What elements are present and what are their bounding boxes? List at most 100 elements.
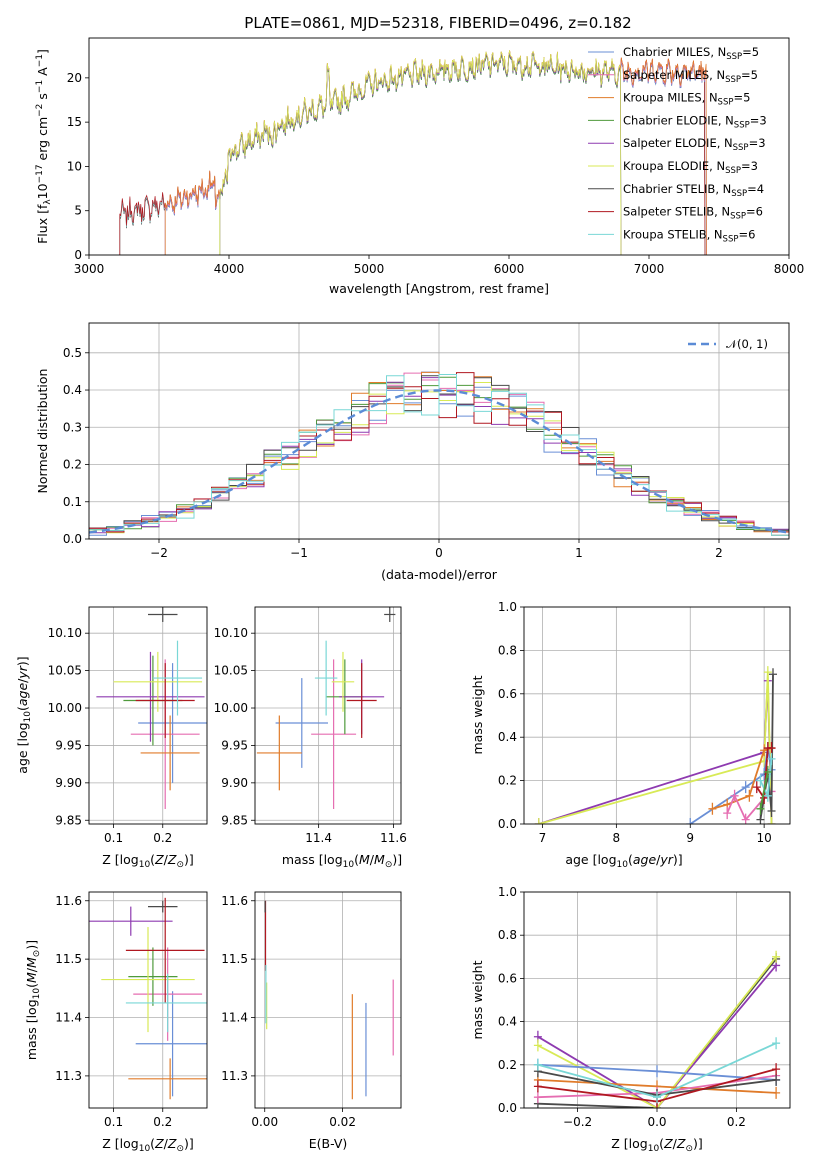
y-tick-label: 10.00	[48, 701, 82, 715]
y-tick-label: 5	[74, 204, 82, 218]
y-tick-label: 15	[67, 115, 82, 129]
y-axis-label: Normed distribution	[35, 369, 50, 494]
x-tick-label: 0.1	[104, 1115, 123, 1129]
legend-eq: =3	[749, 136, 766, 150]
x-tick-label: 0.00	[251, 1115, 278, 1129]
massweight-marker-salpeter_miles	[533, 1091, 542, 1104]
plot-area	[119, 50, 707, 255]
plot-area	[533, 950, 781, 1108]
y-tick-label: 0	[74, 248, 82, 262]
legend-label: Salpeter ELODIE, NSSP=3	[623, 136, 766, 153]
y-tick-label: 0.6	[498, 687, 517, 701]
massweight-marker-kroupa_elodie	[763, 666, 772, 679]
x-tick-label: 2	[715, 546, 723, 560]
y-tick-label: 0.2	[498, 774, 517, 788]
figure-title: PLATE=0861, MJD=52318, FIBERID=0496, z=0…	[244, 14, 631, 32]
massweight-marker-salpeter_stelib	[533, 1080, 542, 1093]
massweight-marker-salpeter_stelib	[767, 742, 776, 755]
plot-area	[264, 900, 394, 1100]
axes-frame	[254, 606, 402, 825]
legend-label: Chabrier ELODIE, NSSP=3	[623, 113, 767, 130]
y-tick-label: 0.4	[498, 730, 517, 744]
y-tick-label: 10.10	[214, 626, 248, 640]
legend-sub: SSP	[725, 75, 741, 85]
y-tick-label: 0.3	[63, 420, 82, 434]
y-tick-label: 0.5	[63, 346, 82, 360]
y-axis-label: mass weight	[470, 960, 485, 1039]
massweight-marker-chabrier_miles	[741, 781, 750, 794]
axes-frame	[88, 891, 208, 1109]
y-tick-label: 0.0	[63, 532, 82, 546]
legend-sub: SSP	[734, 120, 750, 130]
massweight-marker-kroupa_elodie	[534, 818, 543, 824]
massweight-marker-chabrier_miles	[653, 1065, 661, 1078]
legend-eq: =3	[741, 159, 758, 173]
normal-curve	[89, 389, 789, 534]
y-axis-label: mass [log10(M/M⊙)]	[24, 940, 42, 1060]
massweight-marker-chabrier_stelib	[769, 668, 778, 681]
legend-eq: =4	[747, 182, 764, 196]
legend-eq: =5	[733, 91, 750, 105]
legend-label: Salpeter STELIB, NSSP=6	[623, 205, 763, 222]
y-tick-label: 0.2	[498, 1058, 517, 1072]
x-tick-label: 7000	[634, 262, 665, 276]
massweight-marker-chabrier_elodie	[756, 802, 765, 815]
x-tick-label: −1	[290, 546, 308, 560]
age-vs-mass-panel: 11.4 11.6 9.85 9.90 9.95 10.00 10.05 10.10 mass …	[214, 606, 407, 870]
spectrum-line-chabrier_elodie	[219, 53, 622, 255]
y-tick-label: 11.3	[221, 1069, 248, 1083]
y-tick-label: 11.6	[221, 894, 248, 908]
x-tick-label: 9	[686, 831, 694, 845]
massweight-marker-kroupa_elodie	[767, 818, 776, 824]
y-tick-label: 0.1	[63, 495, 82, 509]
mass-vs-ebv-panel: 0.00 0.02 11.3 11.4 11.5 11.6 E(B-V)	[221, 891, 402, 1151]
y-tick-label: 9.95	[55, 738, 82, 752]
x-axis-label: wavelength [Angstrom, rest frame]	[329, 281, 549, 296]
x-tick-label: 0.2	[727, 1115, 746, 1129]
massweight-marker-kroupa_miles	[772, 1086, 781, 1099]
y-tick-label: 0.8	[498, 928, 517, 942]
x-tick-label: 4000	[214, 262, 245, 276]
y-tick-label: 10.00	[214, 701, 248, 715]
x-tick-label: 11.6	[380, 831, 407, 845]
x-tick-label: 0.2	[153, 831, 172, 845]
x-tick-label: 0	[435, 546, 443, 560]
y-tick-label: 10	[67, 159, 82, 173]
massweight-marker-kroupa_elodie	[533, 1039, 542, 1052]
y-tick-label: 9.90	[221, 776, 248, 790]
legend-eq: =6	[738, 227, 755, 241]
massweight-marker-salpeter_miles	[723, 807, 732, 820]
axes-frame	[88, 37, 790, 256]
y-tick-label: 9.90	[55, 776, 82, 790]
plot-area	[256, 607, 396, 810]
plot-area	[534, 666, 778, 824]
x-tick-label: 1	[575, 546, 583, 560]
y-tick-label: 0.2	[63, 458, 82, 472]
x-tick-label: 7	[539, 831, 547, 845]
x-axis-label: (data-model)/error	[381, 567, 498, 582]
massweight-line-salpeter_elodie	[537, 964, 777, 1108]
legend-sub: SSP	[733, 143, 749, 153]
y-tick-label: 9.85	[221, 813, 248, 827]
massweight-marker-kroupa_stelib	[756, 774, 765, 787]
massweight-marker-kroupa_stelib	[533, 1058, 542, 1071]
legend-label: Kroupa ELODIE, NSSP=3	[623, 159, 758, 176]
x-tick-label: 5000	[354, 262, 385, 276]
massweight-marker-kroupa_elodie	[772, 950, 781, 963]
plot-area	[89, 371, 789, 536]
x-axis-label: Z [log10(Z/Z⊙)]	[102, 852, 194, 870]
plot-area	[89, 897, 207, 1100]
legend-sub: SSP	[723, 234, 739, 244]
x-tick-label: 0.2	[153, 1115, 172, 1129]
y-tick-label: 9.95	[221, 738, 248, 752]
axes-frame	[523, 891, 791, 1109]
massweight-marker-chabrier_stelib	[772, 1073, 781, 1086]
x-tick-label: −0.2	[563, 1115, 592, 1129]
y-tick-label: 0.4	[63, 383, 82, 397]
legend-sub: SSP	[731, 189, 747, 199]
age-vs-metallicity-panel: 0.1 0.2 9.85 9.90 9.95 10.00 10.05 10.10 Z [log1…	[15, 606, 208, 870]
axes-frame	[254, 891, 402, 1109]
massweight-marker-salpeter_stelib	[772, 1063, 781, 1076]
axes-frame	[88, 322, 790, 540]
x-tick-label: 3000	[74, 262, 105, 276]
